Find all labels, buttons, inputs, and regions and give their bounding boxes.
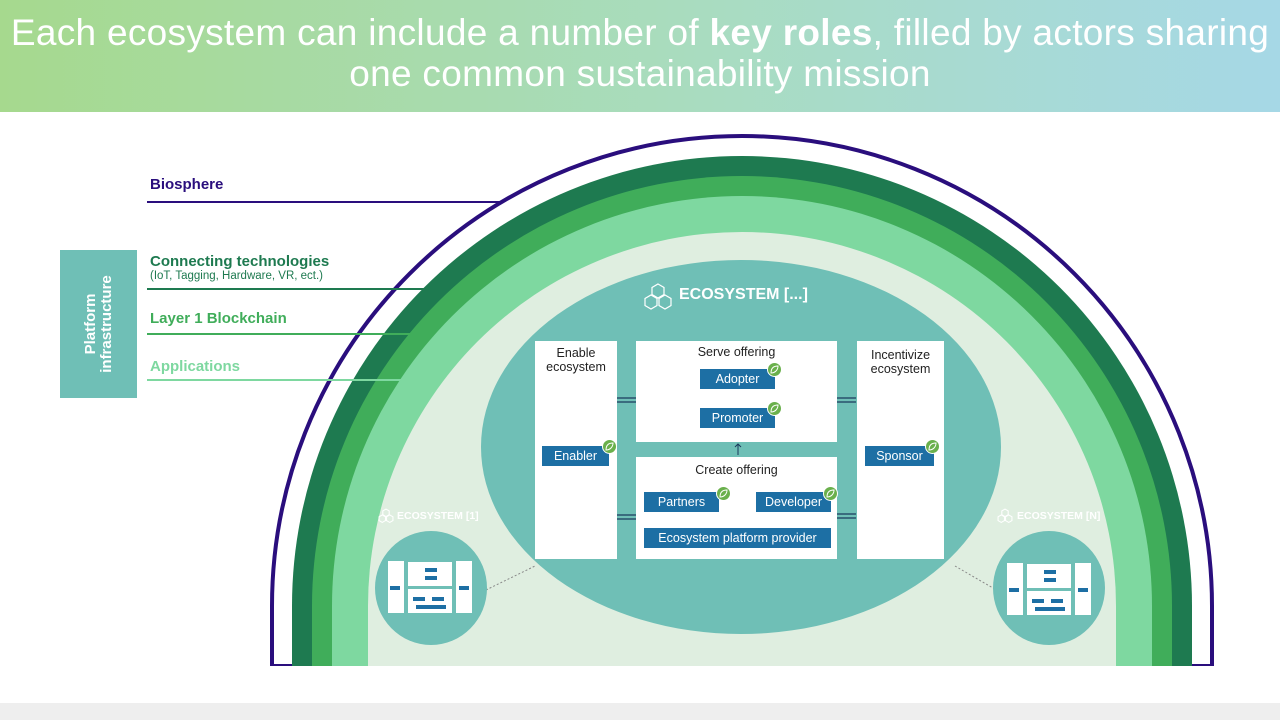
platform-infrastructure-label: Platform infrastructure [81, 275, 115, 373]
ecosystem-main-label: ECOSYSTEM [...] [679, 286, 808, 303]
title-bold: key roles [709, 12, 873, 53]
title-part: Each ecosystem can include a number of [10, 12, 710, 53]
role-sponsor: Sponsor [865, 446, 934, 466]
card-serve-offering: Serve offering Adopter Promoter [636, 341, 837, 442]
title-part: , filled by actors sharing one common su… [349, 12, 1270, 94]
leaf-icon [925, 439, 940, 454]
card-title: Enable ecosystem [535, 346, 617, 374]
role-promoter: Promoter [700, 408, 775, 428]
ecosystem-main-header: ECOSYSTEM [...] [643, 283, 808, 311]
hexagon-cluster-icon [378, 508, 394, 524]
card-create-offering: Create offering Partners Developer Ecosy… [636, 457, 837, 559]
leaf-icon [767, 362, 782, 377]
ecosystem-left-ellipse [375, 531, 487, 645]
mini-diagram-right [1007, 563, 1091, 615]
role-adopter: Adopter [700, 369, 775, 389]
card-connectors [617, 397, 856, 520]
label-connecting-sub: (IoT, Tagging, Hardware, VR, ect.) [150, 270, 323, 282]
label-applications: Applications [150, 358, 241, 375]
ecosystem-right-label: ECOSYSTEM [N] [1017, 510, 1101, 522]
header-banner: Each ecosystem can include a number of k… [0, 0, 1280, 112]
hexagon-cluster-icon [644, 283, 672, 310]
role-partners: Partners [644, 492, 719, 512]
hexagon-cluster-icon [997, 508, 1013, 524]
title-line: Enable [556, 346, 596, 360]
title-line: ecosystem [870, 362, 931, 376]
platform-infrastructure-box: Platform infrastructure [60, 250, 137, 398]
leaf-icon [602, 439, 617, 454]
pi-line2: infrastructure [97, 275, 115, 373]
leaf-icon [767, 401, 782, 416]
pi-line1: Platform [81, 293, 99, 355]
connector-right [954, 565, 1001, 593]
ecosystem-left-label: ECOSYSTEM [1] [397, 510, 479, 522]
mini-diagram-left [388, 561, 472, 613]
page-title: Each ecosystem can include a number of k… [0, 12, 1280, 94]
card-title: Serve offering [697, 345, 776, 359]
label-layer1-blockchain: Layer 1 Blockchain [150, 310, 287, 327]
role-enabler: Enabler [542, 446, 609, 466]
leaf-icon [823, 486, 838, 501]
card-title: Incentivize ecosystem [857, 348, 944, 376]
connector-left [485, 565, 536, 591]
footer-bar [0, 703, 1280, 720]
card-enable-ecosystem: Enable ecosystem Enabler [535, 341, 617, 559]
leaf-icon [716, 486, 731, 501]
role-developer: Developer [756, 492, 831, 512]
title-line: Incentivize [870, 348, 931, 362]
card-title: Create offering [695, 463, 778, 477]
label-biosphere: Biosphere [150, 176, 224, 193]
role-ecosystem-platform-provider: Ecosystem platform provider [644, 528, 831, 548]
label-connecting-technologies: Connecting technologies [150, 253, 330, 270]
title-line: ecosystem [546, 360, 606, 374]
